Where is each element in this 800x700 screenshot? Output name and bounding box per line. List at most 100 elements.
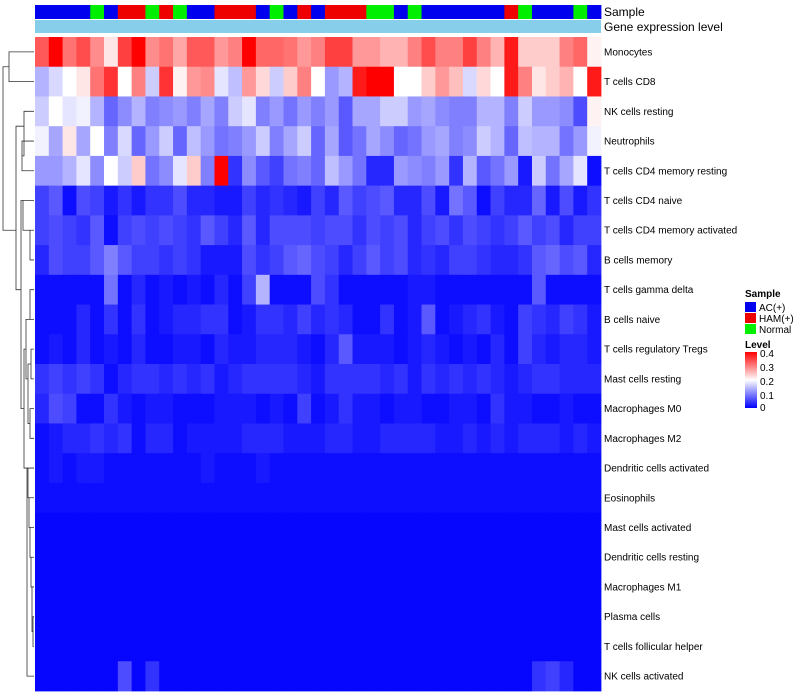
heatmap-cell	[531, 482, 547, 514]
sample-cell-ac	[531, 5, 547, 19]
heatmap-cell	[173, 572, 188, 603]
heatmap-cell	[242, 631, 257, 662]
heatmap-cell	[449, 274, 464, 305]
heatmap-cell	[131, 631, 146, 662]
heatmap-cell	[352, 393, 367, 424]
heatmap-cell	[518, 155, 533, 187]
heatmap-cell	[186, 334, 202, 365]
heatmap-cell	[587, 453, 602, 484]
heatmap-cell	[242, 453, 257, 484]
row-label: B cells naive	[604, 315, 661, 326]
heatmap-cell	[200, 572, 215, 603]
heatmap-cell	[435, 453, 450, 484]
heatmap-cell	[76, 423, 91, 454]
heatmap-cell	[518, 274, 533, 305]
heatmap-cell	[531, 215, 547, 246]
heatmap-cell	[186, 96, 202, 127]
heatmap-cell	[173, 423, 188, 454]
heatmap-cell	[366, 542, 381, 573]
heatmap-cell	[214, 155, 229, 187]
heatmap-cell	[545, 96, 560, 127]
heatmap-cell	[35, 423, 50, 454]
heatmap-cell	[352, 245, 367, 276]
heatmap-cell	[393, 364, 409, 395]
sample-cell-normal	[407, 5, 422, 19]
heatmap-cell	[283, 661, 298, 692]
heatmap-cell	[145, 661, 160, 692]
heatmap-cell	[214, 482, 229, 514]
heatmap-cell	[462, 304, 478, 335]
heatmap-cell	[200, 542, 215, 573]
heatmap-cell	[200, 661, 215, 692]
heatmap-cell	[311, 155, 326, 187]
heatmap-cell	[159, 185, 174, 216]
heatmap-cell	[393, 245, 409, 276]
heatmap-cell	[559, 155, 574, 187]
heatmap-cell	[200, 245, 215, 276]
heatmap-cell	[255, 66, 271, 97]
heatmap-cell	[449, 661, 464, 692]
heatmap-cell	[393, 542, 409, 573]
heatmap-cell	[214, 572, 229, 603]
heatmap-cell	[587, 364, 602, 395]
heatmap-cell	[421, 393, 436, 424]
heatmap-cell	[518, 126, 533, 157]
heatmap-cell	[104, 126, 119, 157]
heatmap-cell	[35, 274, 50, 305]
heatmap-cell	[200, 185, 215, 216]
sample-cell-ham	[338, 5, 353, 19]
heatmap-cell	[145, 601, 160, 632]
heatmap-cell	[324, 215, 340, 246]
sample-cell-ham	[159, 5, 174, 19]
heatmap-cell	[104, 572, 119, 603]
heatmap-cell	[159, 66, 174, 97]
sample-cell-ac	[311, 5, 326, 19]
sample-cell-normal	[173, 5, 188, 19]
heatmap-cell	[228, 453, 243, 484]
heatmap-cell	[228, 274, 243, 305]
heatmap-cell	[117, 393, 133, 424]
heatmap-cell	[421, 96, 436, 127]
heatmap-cell	[297, 393, 312, 424]
row-label: Eosinophils	[604, 493, 655, 504]
row-label: T cells follicular helper	[604, 642, 703, 653]
heatmap-cell	[255, 542, 271, 573]
heatmap-cell	[421, 334, 436, 365]
heatmap-cell	[242, 512, 257, 543]
heatmap-cell	[366, 155, 381, 187]
level-legend: Level 0.4 0.3 0.2 0.1 0	[745, 340, 774, 414]
heatmap-cell	[62, 601, 77, 632]
heatmap-cell	[366, 126, 381, 157]
heatmap-cell	[117, 245, 133, 276]
sample-cell-ham	[117, 5, 133, 19]
heatmap-cell	[531, 512, 547, 543]
expression-annotation-label: Gene expression level	[604, 20, 723, 34]
heatmap-cell	[297, 512, 312, 543]
heatmap-cell	[145, 185, 160, 216]
heatmap-cell	[48, 661, 63, 692]
heatmap-cell	[62, 185, 77, 216]
heatmap-cell	[407, 245, 422, 276]
heatmap-cell	[269, 126, 284, 157]
heatmap-cell	[435, 393, 450, 424]
heatmap-cell	[504, 274, 519, 305]
heatmap-cell	[35, 66, 50, 97]
heatmap-cell	[518, 601, 533, 632]
heatmap-cell	[186, 453, 202, 484]
heatmap-cell	[352, 274, 367, 305]
level-tick-0: 0.4	[760, 349, 774, 360]
heatmap-cell	[421, 572, 436, 603]
heatmap-cell	[476, 393, 491, 424]
heatmap-cell	[145, 334, 160, 365]
heatmap-cell	[242, 364, 257, 395]
heatmap-cell	[476, 126, 491, 157]
heatmap-cell	[62, 453, 77, 484]
heatmap-cell	[283, 126, 298, 157]
heatmap-cell	[283, 155, 298, 187]
heatmap-cell	[228, 245, 243, 276]
heatmap-cell	[393, 126, 409, 157]
heatmap-cell	[186, 155, 202, 187]
heatmap-cell	[476, 245, 491, 276]
heatmap-cell	[393, 215, 409, 246]
heatmap-cell	[435, 512, 450, 543]
